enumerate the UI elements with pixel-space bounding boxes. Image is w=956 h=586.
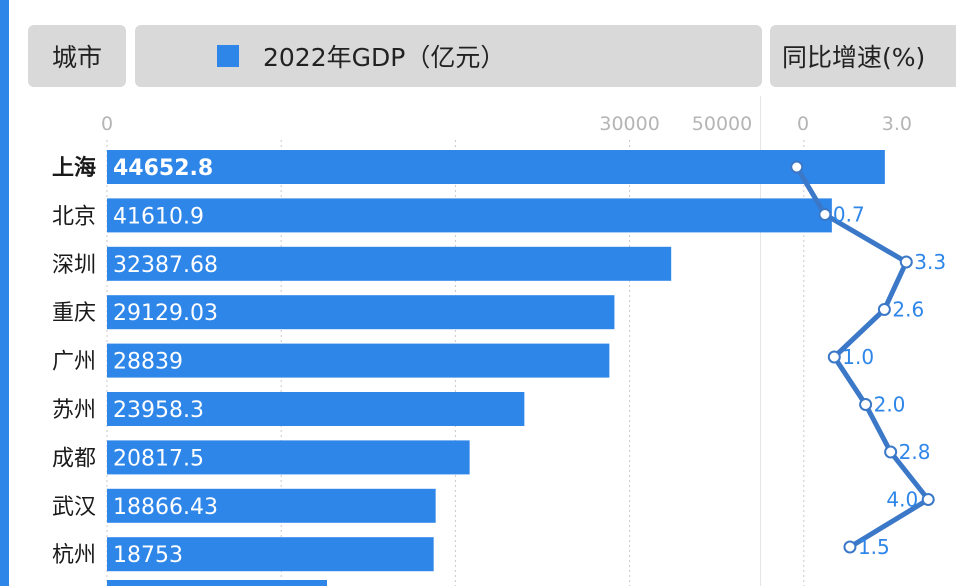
city-label: 苏州	[52, 398, 96, 423]
city-label: 武汉	[52, 495, 96, 520]
city-label: 北京	[52, 204, 96, 229]
growth-value-label: 2.8	[899, 440, 931, 464]
gdp-bar-label: 18866.43	[113, 495, 218, 520]
gdp-bar-label: 28839	[113, 350, 183, 375]
header-growth-label: 同比增速(%)	[782, 43, 926, 72]
gdp-bar-label: 20817.5	[113, 446, 204, 471]
gdp-bar-label: 18753	[113, 543, 183, 568]
gdp-bar	[107, 150, 885, 184]
gdp-bar-label: 23958.3	[113, 398, 204, 423]
header-city: 城市	[28, 25, 126, 87]
gdp-bar-label: 32387.68	[113, 253, 218, 278]
left-accent-stripe	[0, 0, 9, 586]
growth-point	[843, 540, 857, 554]
growth-value-label: 2.6	[892, 298, 924, 322]
gdp-axis-tick-label: 30000	[599, 113, 659, 135]
gdp-bar-label: 41610.9	[113, 204, 204, 229]
gdp-bar-label: 44652.8	[113, 156, 213, 181]
growth-point	[827, 350, 841, 364]
growth-value-label: -0.2	[805, 155, 844, 179]
header-city-label: 城市	[51, 43, 102, 72]
gdp-bar	[107, 246, 672, 281]
growth-point	[884, 445, 898, 459]
gdp-bar	[107, 488, 436, 523]
gdp-bar	[107, 343, 610, 378]
growth-point	[790, 160, 804, 174]
gdp-axis-tick-label: 50000	[692, 113, 752, 135]
growth-point	[877, 303, 891, 316]
gdp-bar	[107, 440, 470, 475]
gdp-axis-tick-label: 0	[101, 113, 113, 135]
gdp-bar	[107, 295, 615, 330]
growth-value-label: 0.7	[833, 203, 865, 227]
header-gdp-label: 2022年GDP（亿元）	[263, 43, 506, 72]
growth-value-label: 1.0	[842, 345, 874, 369]
gdp-bar	[107, 198, 832, 233]
growth-point	[899, 255, 913, 269]
city-label: 上海	[52, 155, 96, 181]
header-gdp-legend: 2022年GDP（亿元）	[135, 25, 762, 87]
growth-point	[818, 208, 832, 221]
city-label: 杭州	[52, 543, 96, 568]
gdp-bar-partial	[107, 580, 327, 586]
gdp-bar-label: 29129.03	[113, 301, 218, 326]
growth-point	[921, 493, 935, 506]
growth-value-label: 1.5	[858, 535, 890, 559]
gdp-bar	[107, 537, 434, 572]
city-label: 深圳	[52, 253, 96, 278]
growth-value-label: 2.0	[874, 393, 906, 417]
legend-swatch-icon	[217, 45, 239, 67]
header-growth: 同比增速(%)	[770, 25, 956, 87]
growth-value-label: 4.0	[886, 488, 918, 512]
gdp-bar	[107, 392, 525, 426]
growth-axis-tick-label: 3.0	[882, 113, 912, 135]
city-label: 成都	[52, 446, 96, 471]
growth-point	[859, 398, 873, 411]
city-label: 广州	[52, 350, 96, 375]
growth-value-label: 3.3	[914, 250, 946, 274]
growth-axis-tick-label: 0	[797, 113, 809, 135]
city-label: 重庆	[52, 301, 96, 326]
